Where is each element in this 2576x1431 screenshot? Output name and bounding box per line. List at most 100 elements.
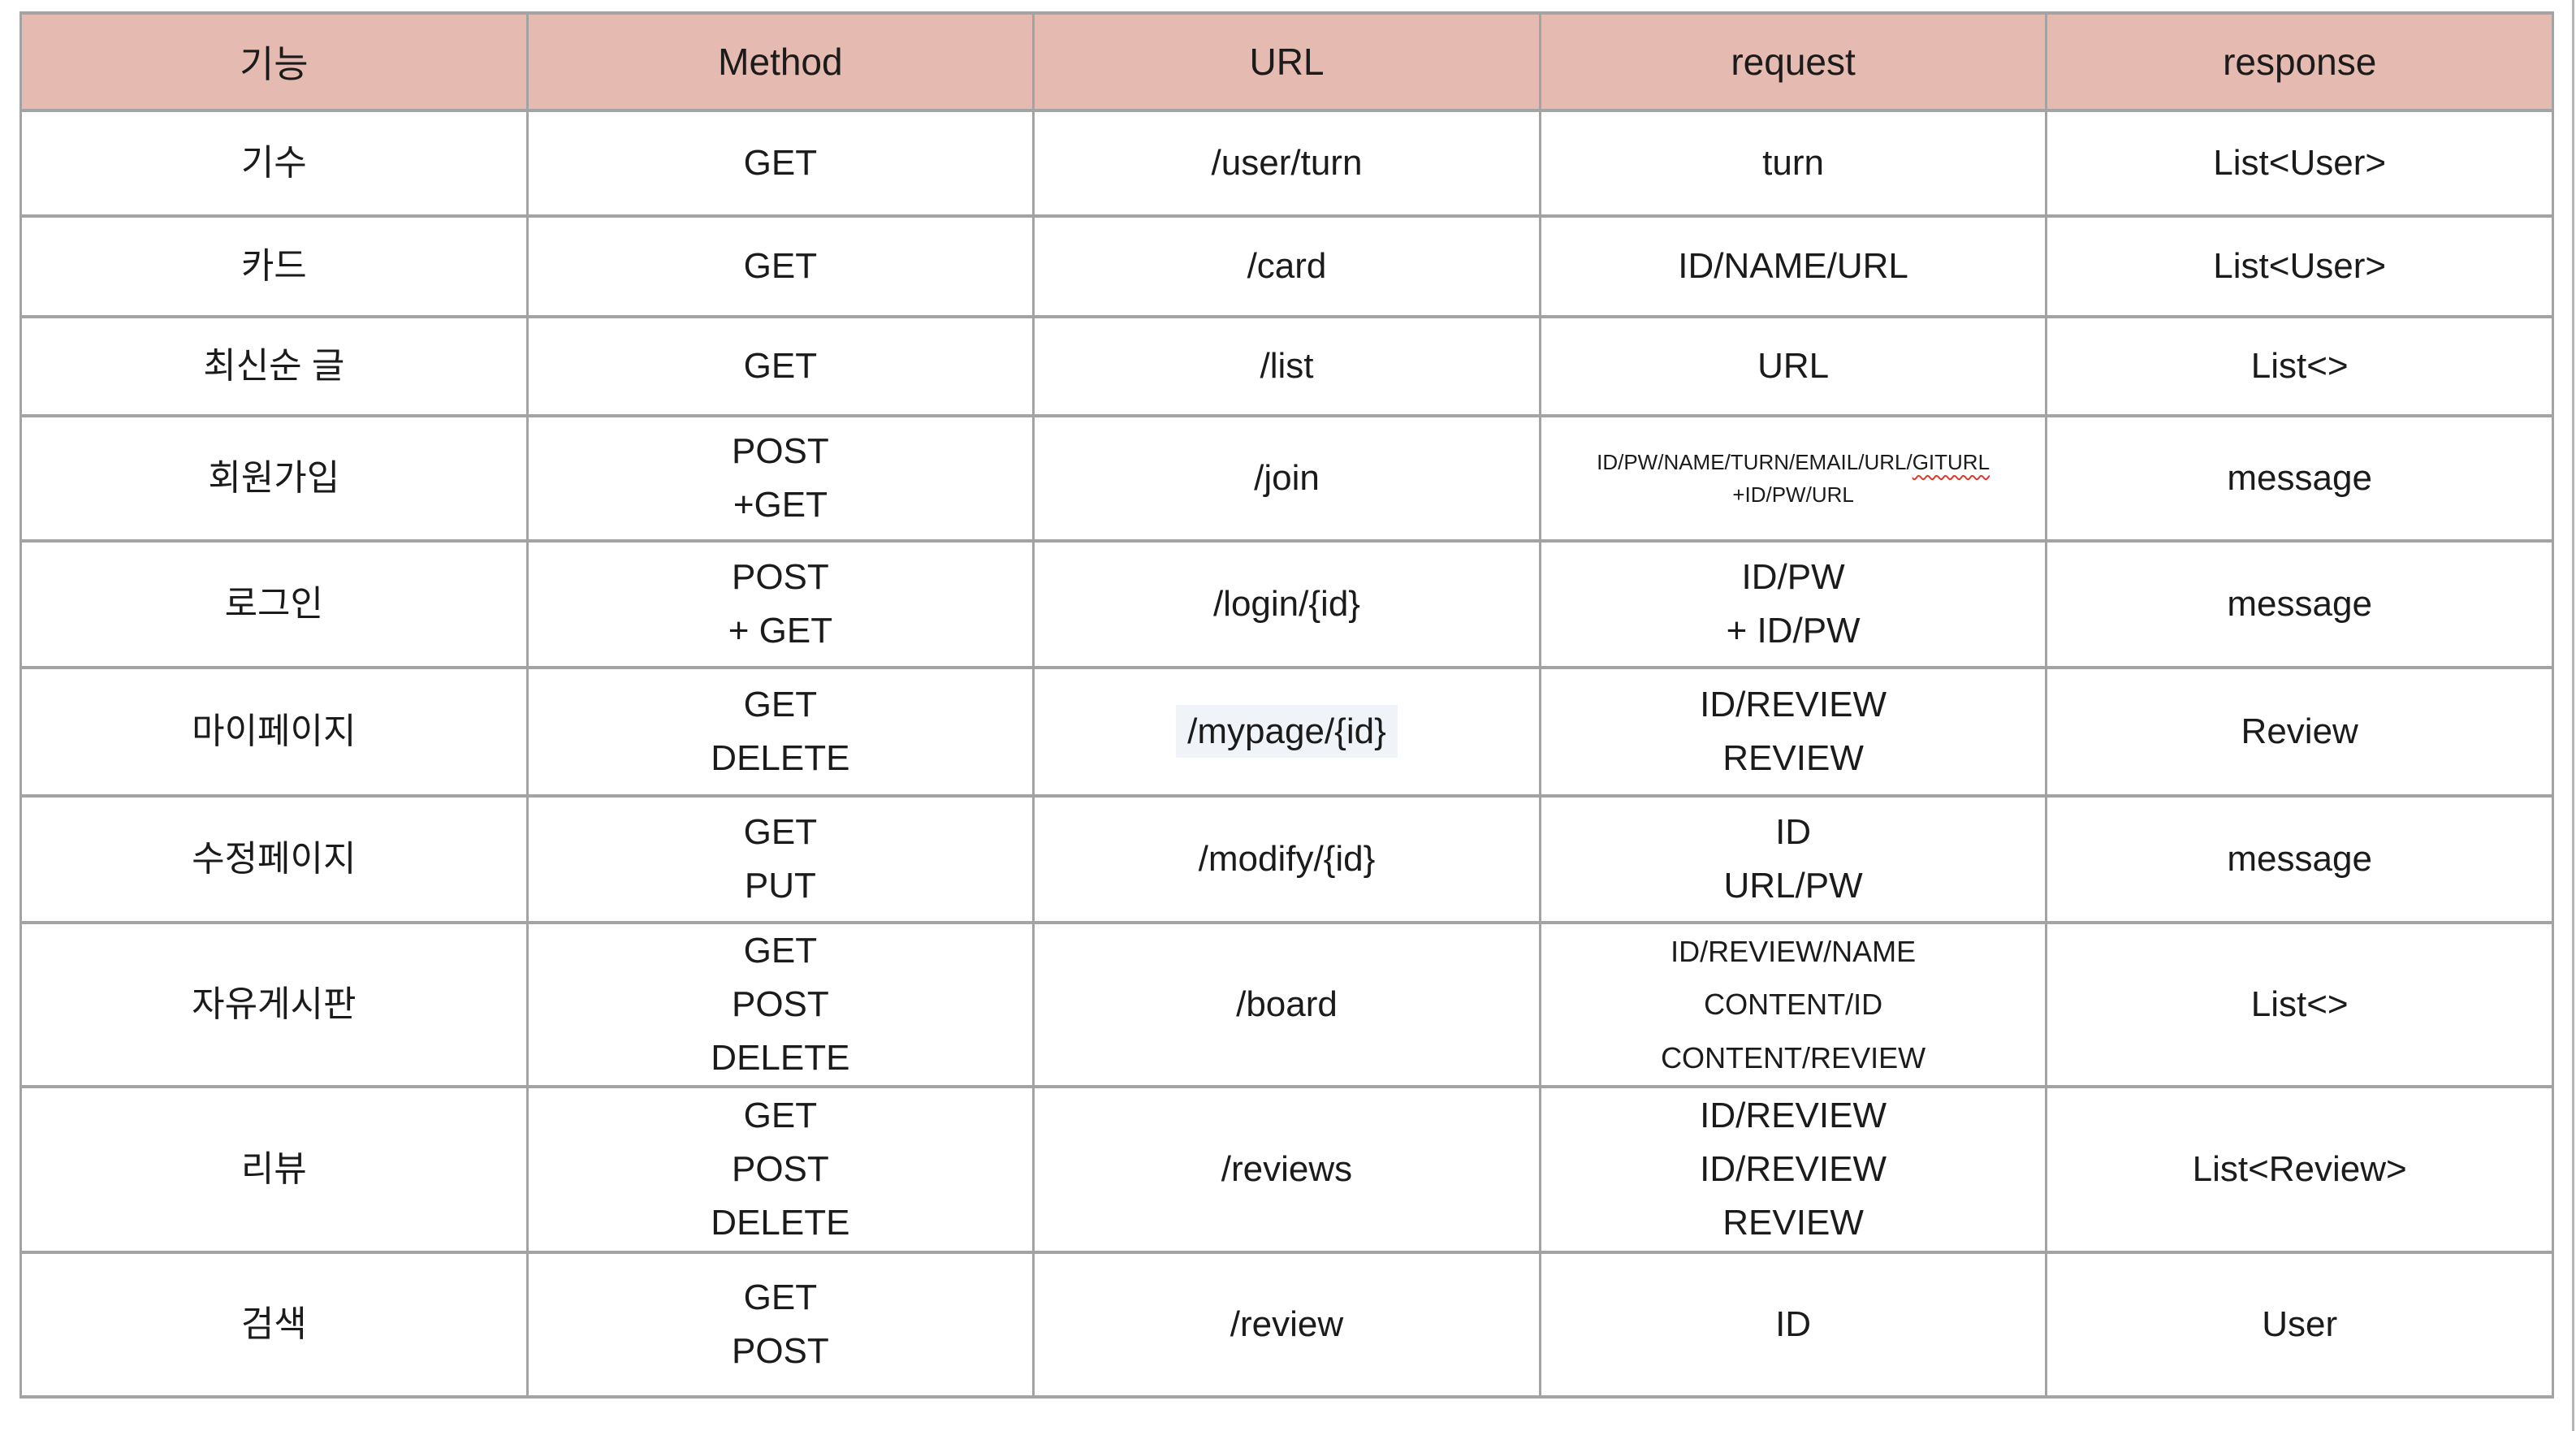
- misspelled-text: GITURL: [1912, 449, 1990, 474]
- cell-method-row1: GET: [525, 109, 1035, 218]
- cell-text: 최신순 글: [203, 346, 345, 386]
- cell-text: /reviews: [1221, 1149, 1353, 1189]
- cell-text-line: Review: [2055, 705, 2544, 759]
- cell-text: /card: [1247, 246, 1327, 286]
- cell-text: GET: [743, 685, 818, 724]
- cell-text-line: GET: [537, 926, 1025, 978]
- cell-url-row10: /review: [1032, 1251, 1541, 1399]
- cell-feature-row3: 최신순 글: [19, 315, 529, 417]
- cell-response-row3: List<>: [2045, 315, 2554, 417]
- cell-text-line: 검색: [30, 1298, 518, 1351]
- api-spec-table: 기능 Method URL request response 기수 GET/user/tu…: [19, 11, 2554, 1399]
- cell-feature-row5: 로그인: [19, 539, 529, 669]
- cell-feature-row8: 자유게시판: [19, 921, 529, 1088]
- cell-text: POST: [731, 431, 829, 471]
- column-header-request: request: [1538, 11, 2048, 112]
- cell-text: 기수: [240, 143, 307, 183]
- cell-text-line: POST: [537, 1325, 1025, 1378]
- cell-text: REVIEW: [1722, 738, 1864, 778]
- column-header-url: URL: [1032, 11, 1541, 112]
- cell-text: PUT: [744, 866, 816, 906]
- cell-text-line: /mypage/{id}: [1043, 705, 1531, 759]
- cell-text: 리뷰: [240, 1149, 307, 1189]
- cell-text-line: GET: [537, 678, 1025, 732]
- cell-text: +GET: [733, 485, 828, 525]
- column-header-method: Method: [525, 11, 1035, 112]
- cell-text: List<>: [2250, 346, 2349, 386]
- cell-text-line: message: [2055, 452, 2544, 505]
- cell-text: Review: [2241, 711, 2358, 751]
- cell-text-line: + ID/PW: [1549, 604, 2038, 658]
- cell-text: POST: [731, 1149, 829, 1189]
- column-header-feature: 기능: [19, 11, 529, 112]
- cell-method-row9: GET POST DELETE: [525, 1085, 1035, 1254]
- cell-text-line: DELETE: [537, 1196, 1025, 1249]
- cell-method-row6: GET DELETE: [525, 666, 1035, 798]
- cell-text-line: GET: [537, 339, 1025, 393]
- cell-text: ID/NAME/URL: [1678, 246, 1908, 286]
- cell-text-line: ID/REVIEW: [1549, 1090, 2038, 1143]
- cell-text: 수정페이지: [192, 839, 357, 879]
- cell-text-line: 자유게시판: [30, 978, 518, 1031]
- table-row-1: 기수 GET/user/turn turn List<User>: [19, 109, 2554, 218]
- cell-text: /list: [1260, 346, 1314, 386]
- cell-text-line: 회원가입: [30, 452, 518, 505]
- cell-request-row3: URL: [1538, 315, 2048, 417]
- cell-text-line: GET: [537, 136, 1025, 190]
- cell-request-row1: turn: [1538, 109, 2048, 218]
- cell-request-row8: ID/REVIEW/NAME CONTENT/ID CONTENT/REVIEW: [1538, 921, 2048, 1088]
- cell-text-line: List<>: [2055, 339, 2544, 393]
- cell-text: DELETE: [711, 1203, 850, 1243]
- cell-text: List<>: [2250, 984, 2349, 1024]
- cell-text-line: URL/PW: [1549, 859, 2038, 913]
- cell-text-line: CONTENT/ID: [1549, 978, 2038, 1031]
- cell-text: /join: [1254, 458, 1320, 498]
- cell-text-line: GET: [537, 240, 1025, 293]
- table-row-3: 최신순 글 GET/list URL List<>: [19, 315, 2554, 417]
- table-row-2: 카드 GET/card ID/NAME/URL List<User>: [19, 214, 2554, 318]
- cell-text-line: REVIEW: [1549, 1196, 2038, 1249]
- cell-url-row7: /modify/{id}: [1032, 794, 1541, 924]
- cell-text-line: message: [2055, 577, 2544, 631]
- cell-text-line: List<Review>: [2055, 1143, 2544, 1196]
- cell-text: ID/REVIEW: [1700, 685, 1887, 724]
- cell-feature-row2: 카드: [19, 214, 529, 318]
- cell-text: turn: [1762, 143, 1824, 183]
- cell-text-line: List<User>: [2055, 136, 2544, 190]
- cell-response-row6: Review: [2045, 666, 2554, 798]
- cell-text-line: ID/REVIEW: [1549, 1143, 2038, 1196]
- cell-text: message: [2227, 458, 2372, 498]
- cell-method-row2: GET: [525, 214, 1035, 318]
- cell-text: CONTENT/ID: [1704, 988, 1883, 1022]
- cell-feature-row4: 회원가입: [19, 414, 529, 543]
- cell-text-line: POST: [537, 551, 1025, 604]
- cell-text-line: GET: [537, 806, 1025, 859]
- cell-text: POST: [731, 557, 829, 597]
- cell-text: +ID/PW/URL: [1732, 482, 1854, 507]
- cell-text-line: REVIEW: [1549, 732, 2038, 785]
- cell-text: 자유게시판: [192, 984, 357, 1024]
- cell-text-line: POST: [537, 425, 1025, 478]
- cell-text-line: /list: [1043, 339, 1531, 393]
- cell-text: URL: [1757, 346, 1830, 386]
- cell-text-line: URL: [1549, 339, 2038, 393]
- cell-method-row5: POST + GET: [525, 539, 1035, 669]
- cell-text-line: turn: [1549, 136, 2038, 190]
- cell-text: GET: [743, 812, 818, 852]
- cell-text-line: /card: [1043, 240, 1531, 293]
- cell-text-line: ID: [1549, 806, 2038, 859]
- cell-request-row4: ID/PW/NAME/TURN/EMAIL/URL/GITURL +ID/PW/U…: [1538, 414, 2048, 543]
- cell-text: 카드: [240, 246, 307, 286]
- cell-feature-row10: 검색: [19, 1251, 529, 1399]
- cell-method-row8: GET POST DELETE: [525, 921, 1035, 1088]
- cell-text: GET: [743, 931, 818, 971]
- cell-text-line: GET: [537, 1090, 1025, 1143]
- cell-text-line: 로그인: [30, 577, 518, 631]
- cell-text: User: [2262, 1304, 2338, 1344]
- cell-text-line: ID/REVIEW/NAME: [1549, 926, 2038, 978]
- cell-text: CONTENT/REVIEW: [1661, 1040, 1926, 1074]
- cell-text-line: /user/turn: [1043, 136, 1531, 190]
- cell-feature-row9: 리뷰: [19, 1085, 529, 1254]
- cell-text-line: /review: [1043, 1298, 1531, 1351]
- cell-url-row3: /list: [1032, 315, 1541, 417]
